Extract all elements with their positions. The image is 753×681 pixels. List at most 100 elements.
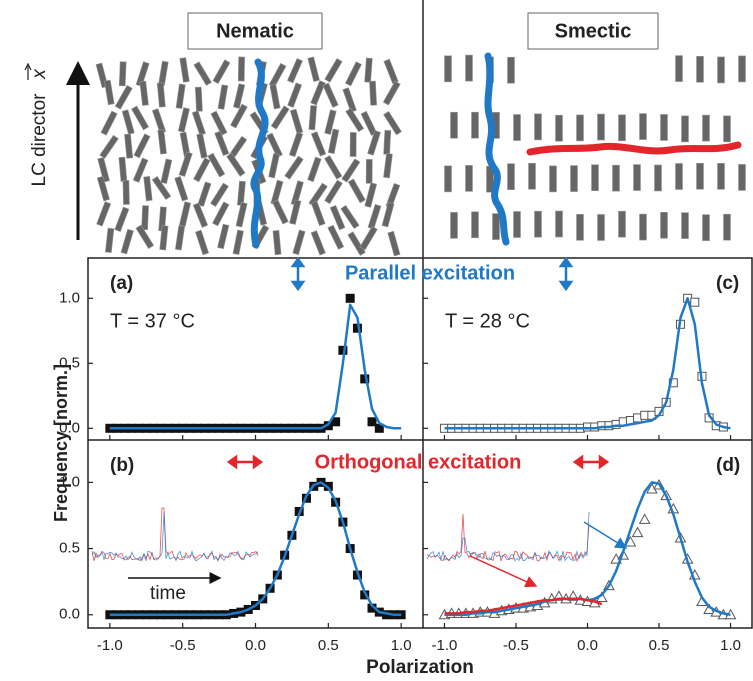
molecule (367, 130, 381, 156)
y-tick-label: 0.5 (59, 354, 80, 371)
inset-trace (426, 513, 590, 563)
director-symbol: x (29, 68, 50, 80)
molecule (289, 199, 302, 225)
molecule (492, 213, 500, 240)
molecule (120, 228, 134, 255)
molecule (96, 175, 110, 202)
molecule (212, 201, 230, 227)
molecule (310, 200, 326, 227)
molecule (158, 60, 169, 87)
molecule (444, 165, 452, 193)
molecule (131, 105, 150, 131)
molecule (639, 113, 647, 140)
molecule (450, 111, 458, 139)
molecule (143, 176, 153, 202)
x-tick-label: -1.0 (432, 637, 458, 654)
data-point (331, 417, 341, 427)
molecule (329, 204, 346, 231)
orthogonal-header: Orthogonal excitation (315, 451, 522, 473)
molecule (513, 114, 521, 141)
molecule (576, 114, 584, 142)
chain-smectic-orth (526, 141, 742, 156)
molecule (96, 201, 112, 227)
x-tick-label: -0.5 (170, 637, 196, 654)
fit-line (444, 597, 603, 615)
molecule (383, 129, 392, 155)
molecule (237, 180, 246, 206)
molecule (114, 206, 130, 233)
molecule (534, 113, 542, 141)
molecule (193, 157, 211, 183)
molecule (270, 105, 290, 130)
molecule (324, 179, 343, 205)
molecule (654, 164, 662, 192)
molecule (534, 210, 542, 238)
molecule (287, 58, 303, 84)
parallel-header: Parallel excitation (345, 262, 515, 284)
label-box (527, 12, 659, 50)
molecule (310, 80, 326, 106)
molecule (118, 156, 128, 182)
molecule (597, 113, 605, 141)
y-tick-label: 0.0 (59, 606, 80, 623)
molecule (207, 152, 226, 178)
molecule (513, 211, 521, 238)
molecule (99, 134, 119, 159)
molecule (195, 229, 210, 256)
molecule (612, 164, 620, 192)
panel-label: (a) (110, 273, 133, 294)
molecule (217, 84, 229, 110)
molecule (135, 224, 155, 250)
molecule (383, 153, 393, 179)
molecule (702, 214, 710, 241)
molecule (633, 164, 641, 191)
molecule (364, 57, 373, 83)
molecule (340, 204, 360, 230)
molecule (226, 152, 246, 177)
molecule (114, 84, 133, 110)
molecule (675, 163, 683, 190)
molecule (100, 110, 118, 136)
molecule (660, 211, 668, 239)
molecule (723, 115, 731, 143)
molecule (591, 164, 599, 192)
y-axis-label: Frequency [norm.] (51, 364, 71, 522)
molecule (696, 55, 704, 83)
blue-arrow (583, 521, 628, 549)
molecule (618, 210, 626, 238)
x-tick-label: 0.0 (245, 637, 266, 654)
molecule (738, 55, 746, 83)
molecule (365, 159, 373, 184)
molecule (232, 229, 244, 256)
molecule (217, 223, 230, 250)
molecule (289, 108, 304, 135)
molecule (382, 80, 401, 106)
molecule (307, 156, 322, 183)
molecule (307, 56, 320, 82)
molecule (196, 133, 208, 159)
molecule (268, 152, 280, 179)
nematic-label: Nematic (216, 20, 294, 42)
plots: 0.0 0.5 1.0 (a) T = 37 °C -1.0 -0.5 0.0 0.5 1.0 0.… (59, 273, 741, 654)
molecule (284, 155, 304, 180)
molecule (124, 133, 134, 159)
molecule (675, 55, 683, 82)
parallel-arrows (290, 256, 574, 292)
inset-trace (426, 511, 590, 562)
data-point (638, 513, 651, 524)
molecule (342, 87, 357, 113)
red-arrow (469, 555, 538, 588)
molecule (308, 105, 318, 131)
molecule (367, 204, 382, 230)
molecule (738, 164, 746, 191)
molecule (105, 227, 115, 253)
director-label: LC director (29, 93, 50, 187)
molecule (327, 224, 345, 250)
molecule (156, 82, 166, 108)
molecule (292, 229, 306, 256)
molecule (272, 199, 289, 225)
molecule (723, 213, 731, 241)
molecule (549, 165, 557, 193)
molecule (364, 182, 378, 208)
molecule (230, 103, 248, 129)
